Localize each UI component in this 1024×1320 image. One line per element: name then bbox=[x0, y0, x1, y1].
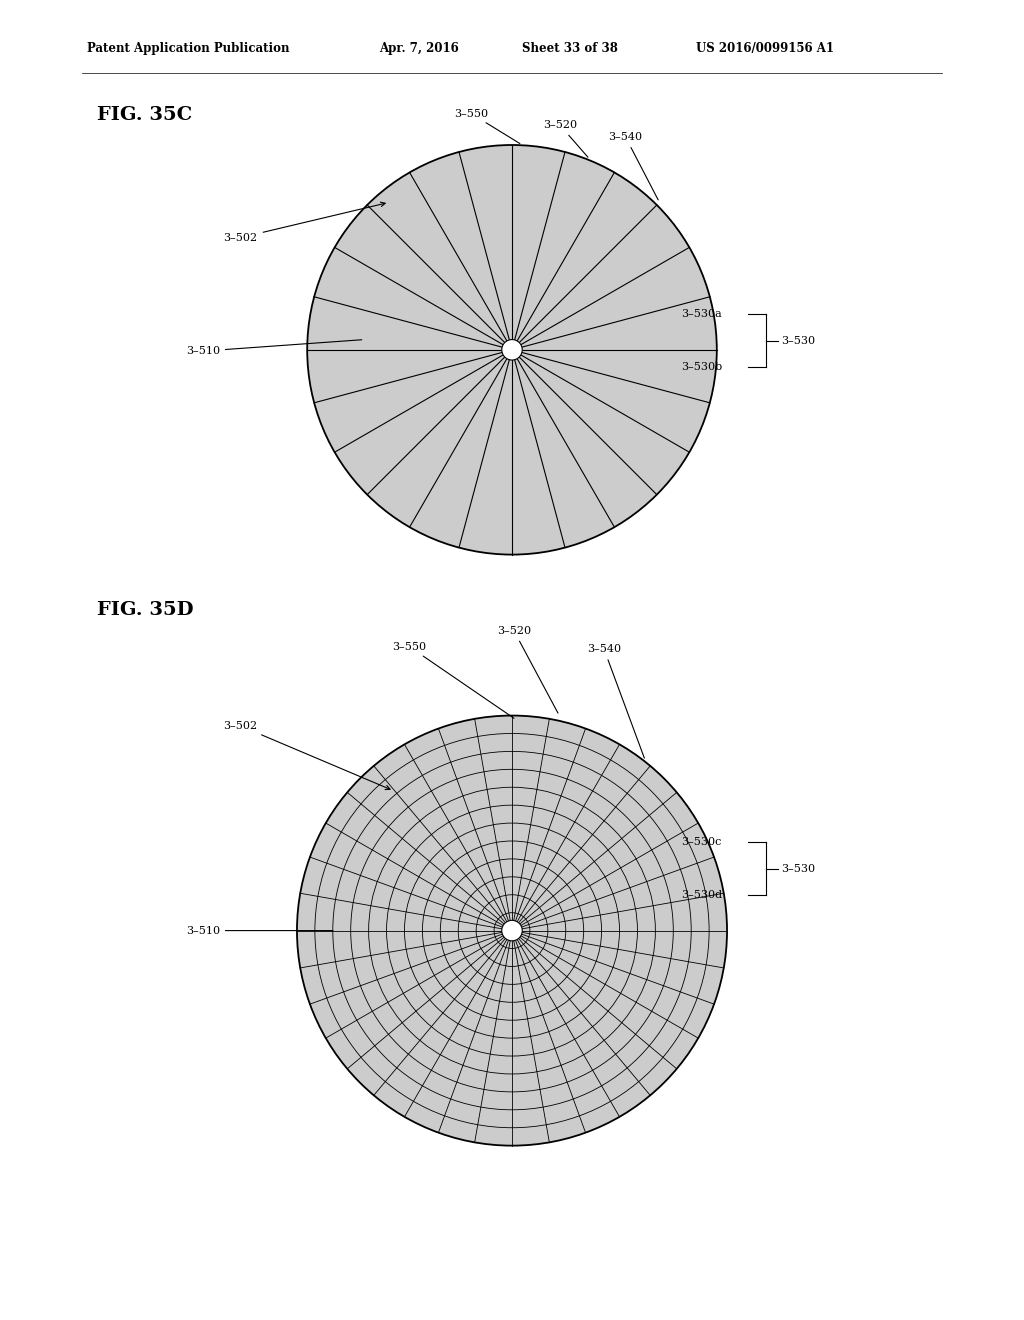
Ellipse shape bbox=[502, 920, 522, 941]
Text: Apr. 7, 2016: Apr. 7, 2016 bbox=[379, 42, 459, 55]
Text: 3–550: 3–550 bbox=[454, 108, 520, 144]
Ellipse shape bbox=[297, 715, 727, 1146]
Text: 3–530d: 3–530d bbox=[681, 890, 722, 900]
Text: 3–520: 3–520 bbox=[543, 120, 588, 157]
Text: 3–530a: 3–530a bbox=[681, 309, 722, 319]
Text: 3–540: 3–540 bbox=[587, 644, 644, 758]
Text: 3–510: 3–510 bbox=[185, 339, 361, 356]
Text: 3–530: 3–530 bbox=[781, 863, 815, 874]
Text: 3–502: 3–502 bbox=[223, 721, 390, 789]
Text: 3–510: 3–510 bbox=[185, 925, 333, 936]
Text: Sheet 33 of 38: Sheet 33 of 38 bbox=[522, 42, 618, 55]
Text: US 2016/0099156 A1: US 2016/0099156 A1 bbox=[696, 42, 835, 55]
Text: 3–520: 3–520 bbox=[497, 626, 558, 713]
Ellipse shape bbox=[502, 339, 522, 360]
Text: 3–530b: 3–530b bbox=[681, 362, 722, 372]
Ellipse shape bbox=[307, 145, 717, 554]
Text: 3–530c: 3–530c bbox=[681, 837, 721, 847]
Text: FIG. 35C: FIG. 35C bbox=[97, 106, 193, 124]
Text: 3–540: 3–540 bbox=[608, 132, 658, 199]
Text: 3–530: 3–530 bbox=[781, 335, 815, 346]
Text: FIG. 35D: FIG. 35D bbox=[97, 601, 194, 619]
Text: 3–502: 3–502 bbox=[223, 202, 385, 243]
Text: 3–550: 3–550 bbox=[392, 642, 514, 718]
Text: Patent Application Publication: Patent Application Publication bbox=[87, 42, 290, 55]
